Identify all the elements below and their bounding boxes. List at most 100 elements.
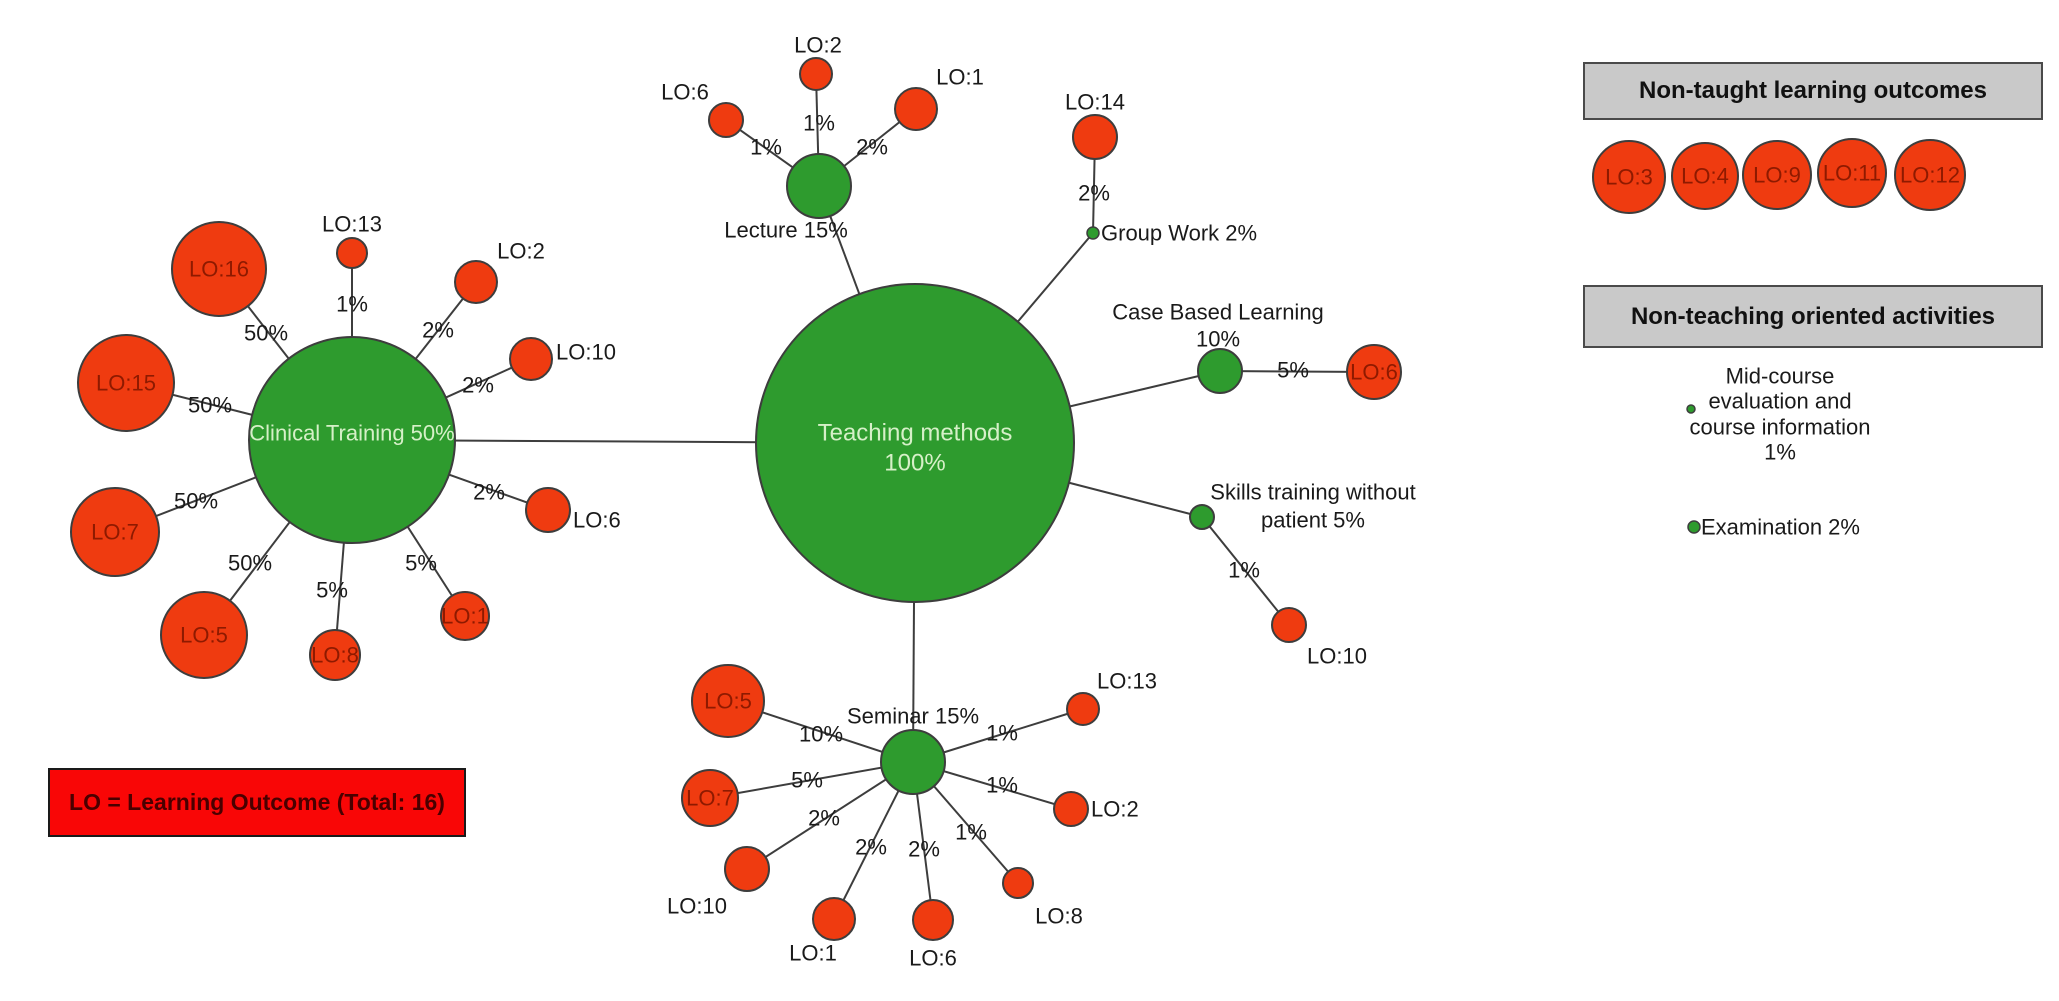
node-lo2-clinical (454, 260, 498, 304)
edge-label-seminar-lo1-seminar: 2% (855, 835, 887, 860)
node-examination-dot (1687, 520, 1701, 534)
label-lo7-clinical: LO:7 (91, 520, 139, 545)
node-lo15-clinical (77, 334, 175, 432)
edge-label-clinical-training-lo6-clinical: 2% (473, 480, 505, 505)
node-lo9-nontaught (1742, 140, 1812, 210)
edge-label-clinical-training-lo16-clinical: 50% (244, 321, 288, 346)
node-lo6-lecture (708, 102, 744, 138)
node-lo10-seminar (724, 846, 770, 892)
label-lo5-seminar: LO:5 (704, 689, 752, 714)
label-lo11-nontaught: LO:11 (1823, 161, 1881, 186)
clinical-training-label: Clinical Training 50% (249, 421, 454, 446)
teaching-methods-label-line1: Teaching methods (818, 419, 1013, 446)
label-lo10-skills: LO:10 (1307, 644, 1367, 669)
node-lo6-clinical (525, 487, 571, 533)
node-lo11-nontaught (1817, 138, 1887, 208)
node-lo5-seminar (691, 664, 765, 738)
group-work-title: Group Work 2% (1101, 221, 1257, 246)
edge-label-clinical-training-lo8-clinical: 5% (316, 578, 348, 603)
label-lo16-clinical: LO:16 (189, 257, 249, 282)
node-lo14-groupwork (1072, 114, 1118, 160)
label-lo1-clinical: LO:1 (441, 604, 489, 629)
case-based-title-line2: 10% (1196, 327, 1240, 352)
node-midcourse-dot (1686, 404, 1696, 414)
edge-label-lecture-lo6-lecture: 1% (750, 135, 782, 160)
edge-label-lecture-lo2-lecture: 1% (803, 111, 835, 136)
node-lo1-seminar (812, 897, 856, 941)
non-teaching-header: Non-teaching oriented activities (1583, 285, 2043, 348)
node-lo1-clinical (440, 591, 490, 641)
label-lo13-seminar: LO:13 (1097, 669, 1157, 694)
teaching-methods-label-line2: 100% (884, 449, 945, 476)
label-lo1-lecture: LO:1 (936, 65, 984, 90)
node-lo6-case-based (1346, 344, 1402, 400)
case-based-title-line1: Case Based Learning (1112, 300, 1324, 325)
node-seminar (880, 729, 946, 795)
node-lo7-seminar (681, 769, 739, 827)
edge-label-seminar-lo7-seminar: 5% (791, 768, 823, 793)
node-lo13-seminar (1066, 692, 1100, 726)
legend-text: LO = Learning Outcome (Total: 16) (69, 789, 445, 815)
label-lo4-nontaught: LO:4 (1681, 164, 1729, 189)
edge-label-seminar-lo13-seminar: 1% (986, 721, 1018, 746)
node-teaching-methods (755, 283, 1075, 603)
edge-label-clinical-training-lo7-clinical: 50% (174, 489, 218, 514)
label-lo2-lecture: LO:2 (794, 33, 842, 58)
node-lo2-seminar (1053, 791, 1089, 827)
non-taught-header-text: Non-taught learning outcomes (1639, 77, 1987, 104)
edge-label-seminar-lo2-seminar: 1% (986, 773, 1018, 798)
label-lo6-case-based: LO:6 (1350, 360, 1398, 385)
node-lo13-clinical (336, 237, 368, 269)
label-lo6-clinical: LO:6 (573, 508, 621, 533)
label-lo3-nontaught: LO:3 (1605, 165, 1653, 190)
edge-skills-training-lo10-skills (1201, 516, 1290, 626)
midcourse-text-line4: 1% (1764, 440, 1796, 465)
node-clinical-training (248, 336, 456, 544)
edge-label-clinical-training-lo2-clinical: 2% (422, 318, 454, 343)
edge-label-lecture-lo1-lecture: 2% (856, 135, 888, 160)
edge-label-clinical-training-lo1-clinical: 5% (405, 551, 437, 576)
legend-box: LO = Learning Outcome (Total: 16) (48, 768, 466, 837)
node-lecture (786, 153, 852, 219)
edge-label-seminar-lo10-seminar: 2% (808, 806, 840, 831)
node-lo2-lecture (799, 57, 833, 91)
node-lo10-clinical (509, 337, 553, 381)
skills-title-line1: Skills training without (1210, 480, 1415, 505)
edge-label-skills-training-lo10-skills: 1% (1228, 558, 1260, 583)
non-teaching-header-text: Non-teaching oriented activities (1630, 302, 1996, 330)
edge-label-seminar-lo5-seminar: 10% (799, 722, 843, 747)
skills-title-line2: patient 5% (1261, 508, 1365, 533)
label-lo5-clinical: LO:5 (180, 623, 228, 648)
label-lo6-seminar: LO:6 (909, 946, 957, 971)
node-case-based-learning (1197, 348, 1243, 394)
node-group-work (1086, 226, 1100, 240)
label-lo10-clinical: LO:10 (556, 340, 616, 365)
label-lo13-clinical: LO:13 (322, 212, 382, 237)
label-lo8-clinical: LO:8 (311, 643, 359, 668)
examination-text: Examination 2% (1701, 515, 1860, 540)
label-lo10-seminar: LO:10 (667, 894, 727, 919)
seminar-title: Seminar 15% (847, 704, 979, 729)
lecture-title: Lecture 15% (724, 218, 848, 243)
label-lo2-clinical: LO:2 (497, 239, 545, 264)
label-lo7-seminar: LO:7 (686, 786, 734, 811)
label-lo14-groupwork: LO:14 (1065, 90, 1125, 115)
node-lo12-nontaught (1894, 139, 1966, 211)
label-lo1-seminar: LO:1 (789, 941, 837, 966)
node-lo5-clinical (160, 591, 248, 679)
node-lo6-seminar (912, 899, 954, 941)
edge-label-group-work-lo14-groupwork: 2% (1078, 181, 1110, 206)
midcourse-text-line3: course information (1690, 415, 1871, 440)
edge-label-clinical-training-lo5-clinical: 50% (228, 551, 272, 576)
edge-seminar-lo7-seminar (709, 761, 914, 799)
edge-label-clinical-training-lo15-clinical: 50% (188, 393, 232, 418)
node-lo16-clinical (171, 221, 267, 317)
label-lo8-seminar: LO:8 (1035, 904, 1083, 929)
label-lo2-seminar: LO:2 (1091, 797, 1139, 822)
midcourse-text-line2: evaluation and (1708, 389, 1851, 414)
midcourse-text-line1: Mid-course (1726, 364, 1835, 389)
edge-label-seminar-lo6-seminar: 2% (908, 837, 940, 862)
label-lo12-nontaught: LO:12 (1900, 163, 1960, 188)
